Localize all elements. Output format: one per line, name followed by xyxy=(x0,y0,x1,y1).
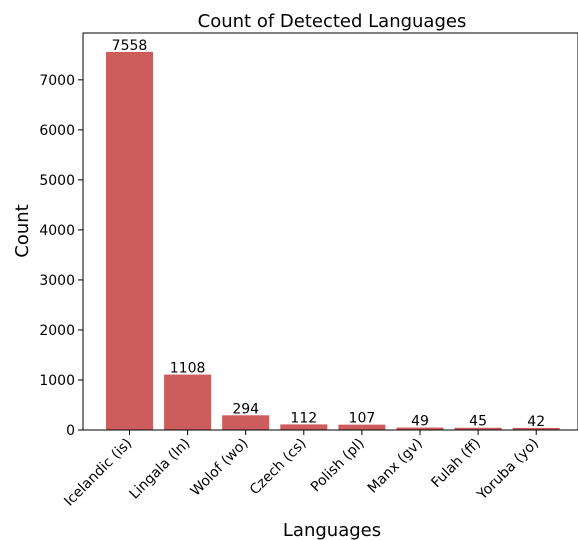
x-axis-label: Languages xyxy=(283,520,381,540)
y-axis-label: Count xyxy=(12,204,33,257)
bar-2 xyxy=(222,415,270,430)
bar-value-label: 294 xyxy=(232,401,259,417)
bar-value-label: 49 xyxy=(411,414,429,430)
bar-value-label: 1108 xyxy=(170,361,206,377)
y-tick-label: 5000 xyxy=(39,173,75,189)
y-axis-ticks: 0 1000 2000 3000 4000 5000 6000 7000 xyxy=(39,73,83,439)
bar-labels-group: 7558 1108 294 112 107 49 45 42 xyxy=(112,38,545,430)
x-tick-label: Manx (gv) xyxy=(365,436,426,497)
bar-0 xyxy=(106,51,153,431)
x-tick-label: Fulah (ff) xyxy=(428,436,484,492)
y-tick-label: 3000 xyxy=(39,273,75,289)
y-tick-label: 4000 xyxy=(39,223,75,239)
y-tick-label: 1000 xyxy=(39,373,75,389)
x-tick-label: Wolof (wo) xyxy=(188,436,252,500)
bar-4 xyxy=(338,424,386,430)
y-tick-label: 6000 xyxy=(39,123,75,139)
bar-5 xyxy=(396,427,444,430)
bar-value-label: 107 xyxy=(349,411,376,427)
x-tick-label: Polish (pl) xyxy=(308,436,368,496)
plot-frame xyxy=(82,32,578,431)
x-tick-label: Icelandic (is) xyxy=(61,436,135,510)
bar-value-label: 112 xyxy=(290,410,317,426)
bar-3 xyxy=(280,424,328,430)
x-tick-label: Czech (cs) xyxy=(247,436,310,499)
bars-group xyxy=(106,51,560,431)
y-tick-label: 2000 xyxy=(39,323,75,339)
bar-1 xyxy=(164,374,212,430)
bar-value-label: 45 xyxy=(469,414,487,430)
bar-value-label: 7558 xyxy=(112,38,148,54)
y-tick-label: 7000 xyxy=(39,73,75,89)
y-tick-label: 0 xyxy=(66,423,75,439)
bar-7 xyxy=(512,427,560,430)
bar-value-label: 42 xyxy=(527,414,545,430)
x-tick-label: Lingala (ln) xyxy=(127,436,194,503)
x-axis-ticks: Icelandic (is)Lingala (ln)Wolof (wo)Czec… xyxy=(61,430,542,510)
x-tick-label: Yoruba (yo) xyxy=(474,436,542,504)
bar-6 xyxy=(454,427,502,430)
chart-title: Count of Detected Languages xyxy=(198,11,467,32)
